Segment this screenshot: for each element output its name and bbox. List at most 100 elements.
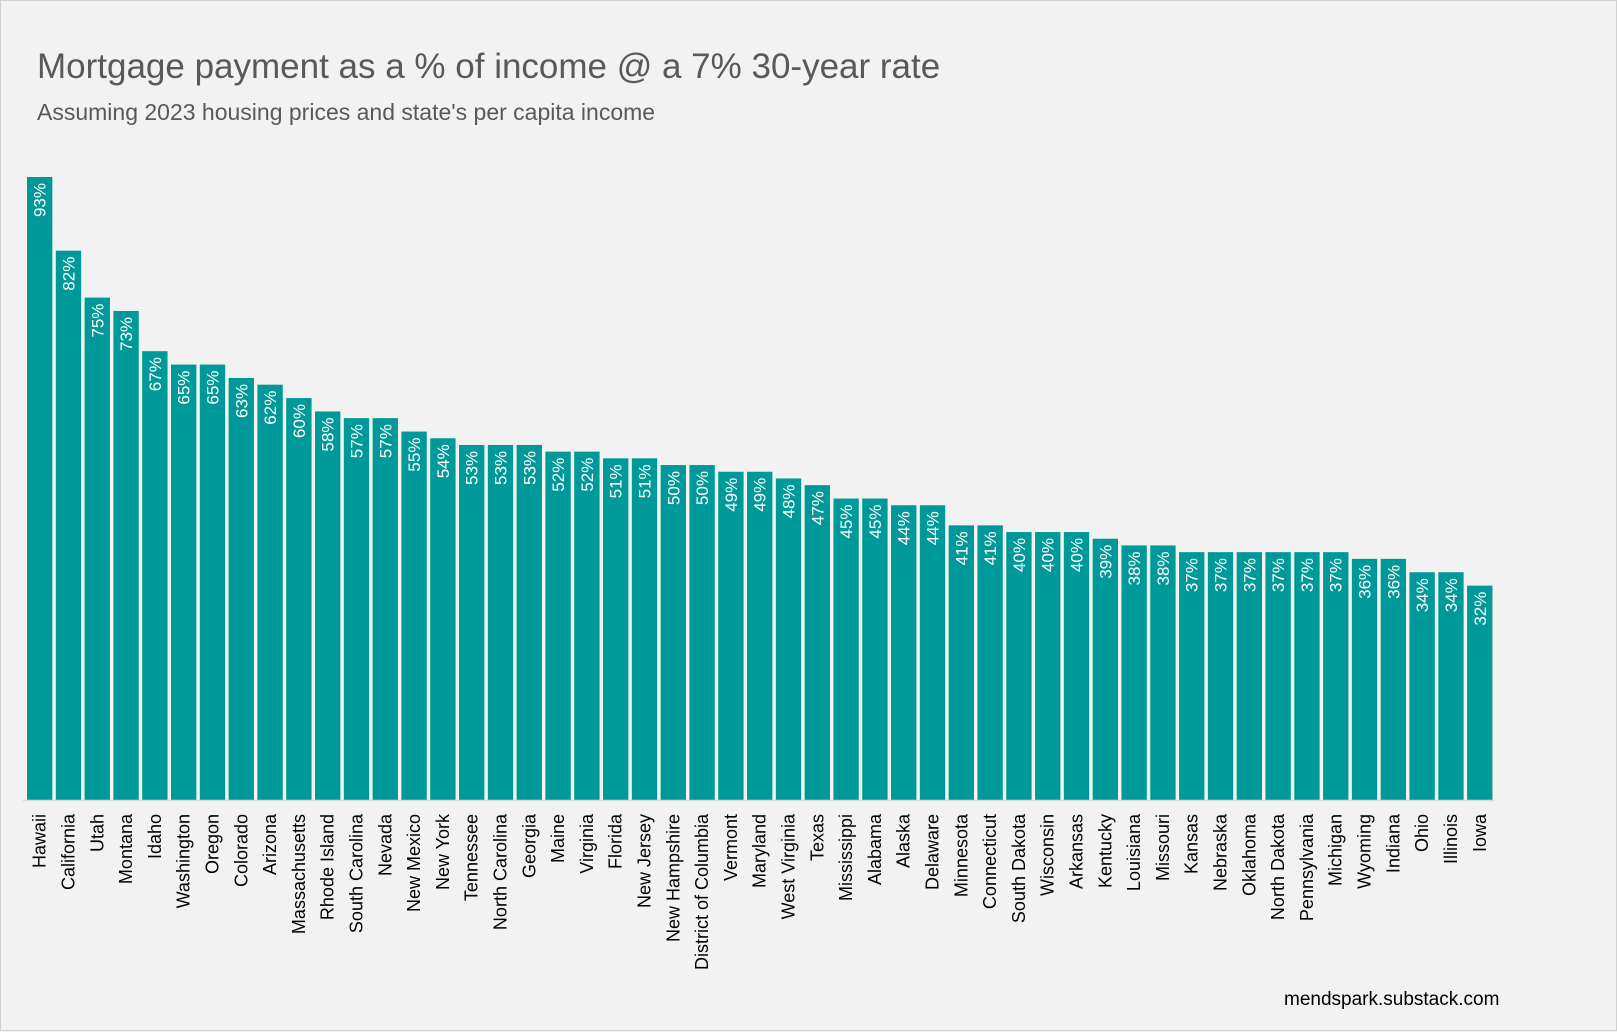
data-label-48: 34% (1413, 578, 1432, 612)
source-credit: mendspark.substack.com (1284, 989, 1500, 1010)
chart-subtitle: Assuming 2023 housing prices and state's… (37, 99, 656, 125)
data-label-37: 39% (1096, 545, 1115, 579)
data-label-44: 37% (1298, 558, 1317, 592)
data-label-4: 67% (146, 357, 165, 391)
data-label-16: 53% (491, 451, 510, 485)
bar-3 (113, 310, 139, 800)
bar-0 (27, 177, 53, 800)
data-label-3: 73% (117, 317, 136, 351)
x-tick-label-48: Ohio (1412, 814, 1432, 852)
x-tick-label-29: Alabama (865, 813, 885, 885)
bar-27 (804, 485, 830, 800)
data-label-30: 44% (895, 511, 914, 545)
x-tick-label-40: Kansas (1182, 814, 1202, 874)
bar-31 (919, 505, 946, 800)
data-label-41: 37% (1212, 558, 1231, 592)
data-label-9: 60% (290, 404, 309, 438)
data-label-42: 37% (1240, 558, 1259, 592)
bar-46 (1351, 558, 1378, 800)
x-tick-label-12: Nevada (375, 813, 395, 876)
data-label-8: 62% (261, 391, 280, 425)
bar-42 (1236, 552, 1263, 800)
x-tick-label-8: Arizona (260, 813, 280, 875)
x-tick-label-15: Tennessee (462, 814, 482, 901)
x-tick-label-3: Montana (116, 813, 136, 884)
bar-34 (1006, 532, 1032, 800)
x-tick-label-25: Maryland (750, 814, 770, 888)
x-tick-label-27: Texas (807, 814, 827, 861)
bar-28 (833, 498, 859, 800)
bar-6 (199, 364, 226, 800)
bar-19 (574, 451, 600, 800)
data-label-36: 40% (1068, 538, 1087, 572)
x-tick-label-1: California (58, 813, 78, 890)
bar-11 (343, 418, 370, 800)
data-label-24: 49% (722, 478, 741, 512)
data-label-38: 38% (1125, 551, 1144, 585)
bar-29 (862, 498, 888, 800)
x-tick-label-22: New Hampshire (663, 814, 683, 942)
data-label-21: 51% (636, 464, 655, 498)
x-tick-label-14: New York (433, 813, 453, 890)
data-label-45: 37% (1327, 558, 1346, 592)
bar-30 (891, 505, 917, 800)
data-label-43: 37% (1269, 558, 1288, 592)
x-tick-label-23: District of Columbia (692, 813, 712, 970)
data-label-26: 48% (780, 484, 799, 518)
bar-47 (1380, 558, 1407, 800)
x-tick-label-28: Mississippi (836, 814, 856, 901)
x-tick-label-44: Pennsylvania (1297, 813, 1317, 921)
bar-26 (775, 478, 802, 800)
data-label-23: 50% (693, 471, 712, 505)
data-label-34: 40% (1010, 538, 1029, 572)
x-tick-label-0: Hawaii (30, 814, 50, 868)
x-tick-label-26: West Virginia (779, 813, 799, 919)
bar-39 (1150, 545, 1176, 800)
x-tick-label-18: Maine (548, 814, 568, 863)
x-tick-label-31: Delaware (923, 814, 943, 890)
x-tick-label-11: South Carolina (346, 813, 366, 933)
bar-43 (1265, 552, 1291, 800)
x-tick-label-38: Louisiana (1124, 813, 1144, 891)
x-tick-label-33: Connecticut (980, 814, 1000, 909)
x-tick-label-20: Florida (606, 813, 626, 869)
bar-7 (228, 377, 254, 800)
data-label-17: 53% (520, 451, 539, 485)
x-tick-label-21: New Jersey (635, 814, 655, 908)
data-label-25: 49% (751, 478, 770, 512)
chart-title: Mortgage payment as a % of income @ a 7%… (37, 47, 941, 86)
data-label-31: 44% (924, 511, 943, 545)
x-tick-label-32: Minnesota (951, 813, 971, 897)
data-label-22: 50% (664, 471, 683, 505)
data-label-5: 65% (175, 371, 194, 405)
data-label-39: 38% (1154, 551, 1173, 585)
bar-2 (84, 297, 110, 800)
data-label-15: 53% (463, 451, 482, 485)
bar-35 (1035, 532, 1061, 800)
bar-12 (372, 418, 398, 800)
bar-32 (948, 525, 974, 800)
x-tick-label-17: Georgia (519, 813, 539, 878)
bar-10 (315, 411, 341, 800)
x-tick-label-2: Utah (87, 814, 107, 852)
x-tick-label-43: North Dakota (1268, 813, 1288, 920)
x-tick-label-4: Idaho (145, 814, 165, 859)
data-label-40: 37% (1183, 558, 1202, 592)
x-tick-label-24: Vermont (721, 814, 741, 881)
bar-45 (1323, 552, 1349, 800)
data-label-19: 52% (578, 458, 597, 492)
bar-37 (1092, 538, 1119, 800)
x-tick-label-49: Illinois (1441, 814, 1461, 864)
data-label-46: 36% (1356, 565, 1375, 599)
data-label-49: 34% (1442, 578, 1461, 612)
bar-50 (1467, 585, 1493, 800)
bar-13 (401, 431, 427, 800)
bar-17 (516, 444, 542, 800)
x-tick-label-10: Rhode Island (318, 814, 338, 920)
bar-41 (1207, 552, 1234, 800)
bar-5 (171, 364, 197, 800)
x-tick-label-7: Colorado (231, 814, 251, 887)
bar-25 (747, 471, 773, 800)
